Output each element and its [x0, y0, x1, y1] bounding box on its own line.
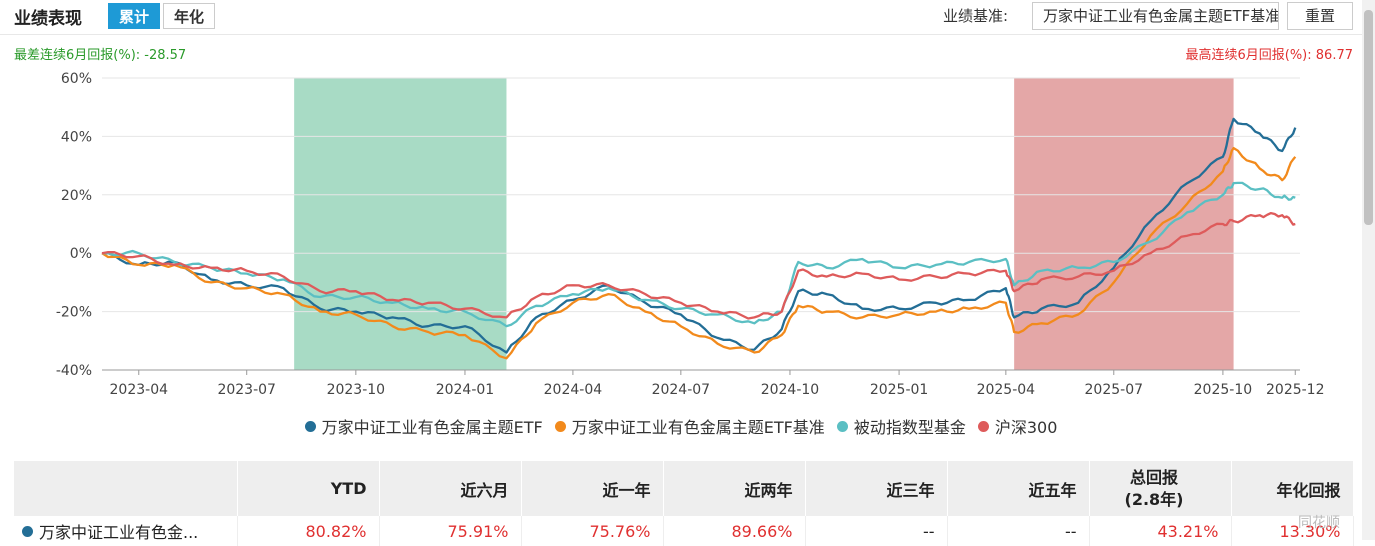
x-tick-label: 2023-10 [327, 382, 386, 398]
table-cell-2y: 89.66% [663, 516, 806, 546]
section-title: 业绩表现 [14, 9, 82, 29]
x-tick-label: 2024-10 [761, 382, 820, 398]
x-tick-label: 2025-04 [977, 382, 1036, 398]
benchmark-select[interactable]: 万家中证工业有色金属主题ETF基准 [1032, 2, 1279, 30]
legend-label: 万家中证工业有色金属主题ETF基准 [571, 418, 825, 437]
watermark-logo: 同花顺 [1298, 515, 1340, 531]
x-tick-label: 2024-01 [436, 382, 495, 398]
legend-label: 沪深300 [994, 418, 1058, 437]
benchmark-label: 业绩基准: [943, 7, 1009, 25]
table-header-name [14, 461, 238, 516]
table-cell-3y: -- [805, 516, 948, 546]
table-header-1y: 近一年 [521, 461, 664, 516]
table-cell-1y: 75.76% [521, 516, 664, 546]
chart-legend: 万家中证工业有色金属主题ETF 万家中证工业有色金属主题ETF基准 被动指数型基金 沪… [0, 414, 1362, 438]
worst-6m-return: 最差连续6月回报(%): -28.57 [14, 44, 186, 63]
table-row: 万家中证工业有色金... 80.82% 75.91% 75.76% 89.66%… [14, 516, 1354, 546]
tab-cumulative[interactable]: 累计 [108, 3, 161, 29]
legend-dot-icon [836, 421, 848, 432]
legend-item[interactable]: 万家中证工业有色金属主题ETF基准 [554, 414, 825, 438]
worst-period-band [294, 78, 507, 370]
x-tick-label: 2024-07 [652, 382, 711, 398]
table-header-5y: 近五年 [947, 461, 1090, 516]
performance-table: YTD 近六月 近一年 近两年 近三年 近五年 总回报 (2.8年) 年化回报 … [14, 461, 1354, 546]
x-tick-label: 2024-04 [544, 382, 603, 398]
y-tick-label: 20% [61, 188, 92, 204]
performance-chart: 60% 40% 20% 0% -20% -40% 2023-04 2023-07 2023-10… [56, 71, 1325, 398]
table-header-ytd: YTD [237, 461, 380, 516]
table-header-total-label: 总回报 [1129, 467, 1178, 487]
table-cell-name: 万家中证工业有色金... [14, 516, 238, 546]
table-header-2y: 近两年 [663, 461, 806, 516]
legend-label: 万家中证工业有色金属主题ETF [321, 418, 543, 437]
legend-dot-icon [977, 421, 989, 432]
legend-item[interactable]: 沪深300 [977, 414, 1058, 438]
y-tick-label: 0% [70, 246, 92, 262]
best-6m-return: 最高连续6月回报(%): 86.77 [1185, 44, 1353, 63]
legend-dot-icon [304, 421, 316, 432]
series-line-category [101, 181, 1296, 328]
legend-item[interactable]: 被动指数型基金 [836, 414, 966, 438]
y-tick-label: 60% [61, 71, 92, 87]
x-tick-label: 2025-12 [1266, 382, 1325, 398]
y-tick-label: 40% [61, 129, 92, 145]
scrollbar-thumb[interactable] [1364, 10, 1373, 225]
x-tick-label: 2025-10 [1194, 382, 1253, 398]
best-6m-label: 最高连续6月回报(%): [1185, 48, 1312, 63]
series-line-benchmark [101, 146, 1297, 360]
tab-annualized[interactable]: 年化 [163, 3, 216, 29]
best-6m-value: 86.77 [1315, 48, 1353, 63]
table-cell-total: 43.21% [1089, 516, 1232, 546]
y-tick-label: -20% [56, 305, 92, 321]
reset-button[interactable]: 重置 [1287, 2, 1353, 30]
series-line-hs300 [101, 211, 1296, 320]
table-header-total-period: (2.8年) [1124, 489, 1184, 509]
legend-label: 被动指数型基金 [853, 418, 966, 437]
table-header-3y: 近三年 [805, 461, 948, 516]
worst-6m-label: 最差连续6月回报(%): [14, 48, 141, 63]
table-header-annualized: 年化回报 [1231, 461, 1354, 516]
table-cell-5y: -- [947, 516, 1090, 546]
fund-name: 万家中证工业有色金... [39, 523, 199, 542]
series-dot-icon [22, 526, 33, 537]
x-tick-label: 2023-04 [110, 382, 169, 398]
y-tick-label: -40% [56, 363, 92, 379]
x-tick-label: 2023-07 [217, 382, 276, 398]
x-tick-label: 2025-07 [1085, 382, 1144, 398]
x-tick-label: 2025-01 [870, 382, 929, 398]
best-period-band [1014, 78, 1234, 370]
table-header-row: YTD 近六月 近一年 近两年 近三年 近五年 总回报 (2.8年) 年化回报 [14, 461, 1354, 516]
toolbar: 业绩表现 累计 年化 业绩基准: 万家中证工业有色金属主题ETF基准 重置 [0, 0, 1362, 35]
legend-dot-icon [554, 421, 566, 432]
table-header-6m: 近六月 [379, 461, 522, 516]
table-cell-ytd: 80.82% [237, 516, 380, 546]
legend-item[interactable]: 万家中证工业有色金属主题ETF [304, 414, 543, 438]
worst-6m-value: -28.57 [144, 48, 187, 63]
table-cell-6m: 75.91% [379, 516, 522, 546]
table-header-total: 总回报 (2.8年) [1089, 461, 1232, 516]
page-scrollbar[interactable] [1362, 0, 1375, 540]
